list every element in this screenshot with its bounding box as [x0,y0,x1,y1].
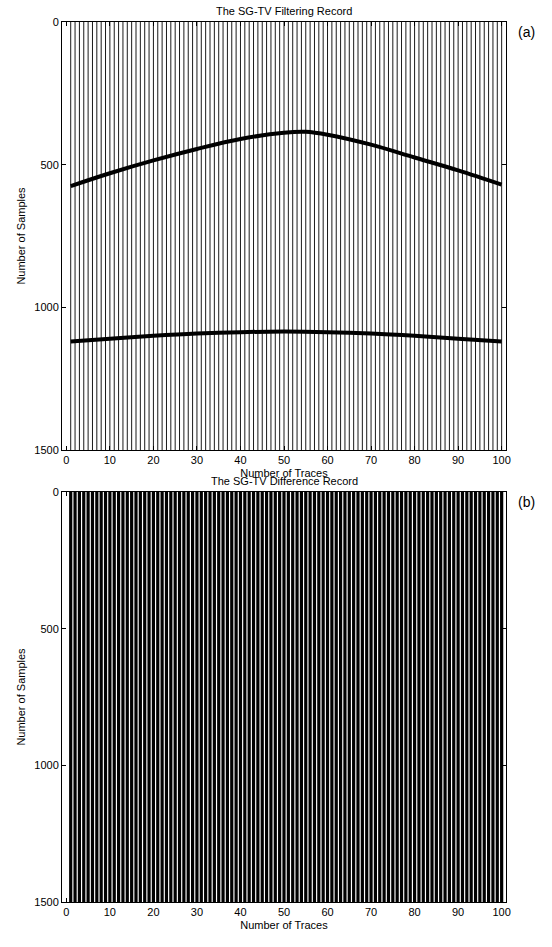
svg-text:0: 0 [53,16,59,28]
svg-text:1500: 1500 [34,444,58,456]
svg-text:100: 100 [492,454,510,466]
svg-text:The SG-TV Difference Record: The SG-TV Difference Record [211,475,358,487]
svg-text:20: 20 [147,906,159,918]
svg-text:500: 500 [40,159,58,171]
svg-text:1000: 1000 [34,759,58,771]
svg-text:Number of Samples: Number of Samples [15,187,27,285]
svg-text:100: 100 [492,906,510,918]
svg-text:80: 80 [408,454,420,466]
svg-text:70: 70 [365,454,377,466]
svg-text:500: 500 [40,623,58,635]
svg-text:0: 0 [53,486,59,498]
svg-text:20: 20 [147,454,159,466]
svg-text:80: 80 [408,906,420,918]
svg-text:0: 0 [63,906,69,918]
svg-text:Number of Traces: Number of Traces [240,919,328,931]
svg-text:(a): (a) [518,24,535,40]
svg-text:60: 60 [321,906,333,918]
svg-text:The SG-TV Filtering Record: The SG-TV Filtering Record [216,5,352,17]
svg-text:50: 50 [278,454,290,466]
svg-text:90: 90 [452,906,464,918]
svg-text:40: 40 [234,906,246,918]
svg-text:1500: 1500 [34,896,58,908]
svg-text:10: 10 [104,906,116,918]
svg-text:Number of Traces: Number of Traces [240,467,328,479]
svg-text:90: 90 [452,454,464,466]
svg-text:0: 0 [63,454,69,466]
svg-text:70: 70 [365,906,377,918]
svg-text:10: 10 [104,454,116,466]
svg-text:30: 30 [191,454,203,466]
svg-text:60: 60 [321,454,333,466]
svg-text:1000: 1000 [34,301,58,313]
svg-text:Number of Samples: Number of Samples [15,648,27,746]
svg-text:50: 50 [278,906,290,918]
svg-text:(b): (b) [518,494,535,510]
svg-text:30: 30 [191,906,203,918]
svg-text:40: 40 [234,454,246,466]
